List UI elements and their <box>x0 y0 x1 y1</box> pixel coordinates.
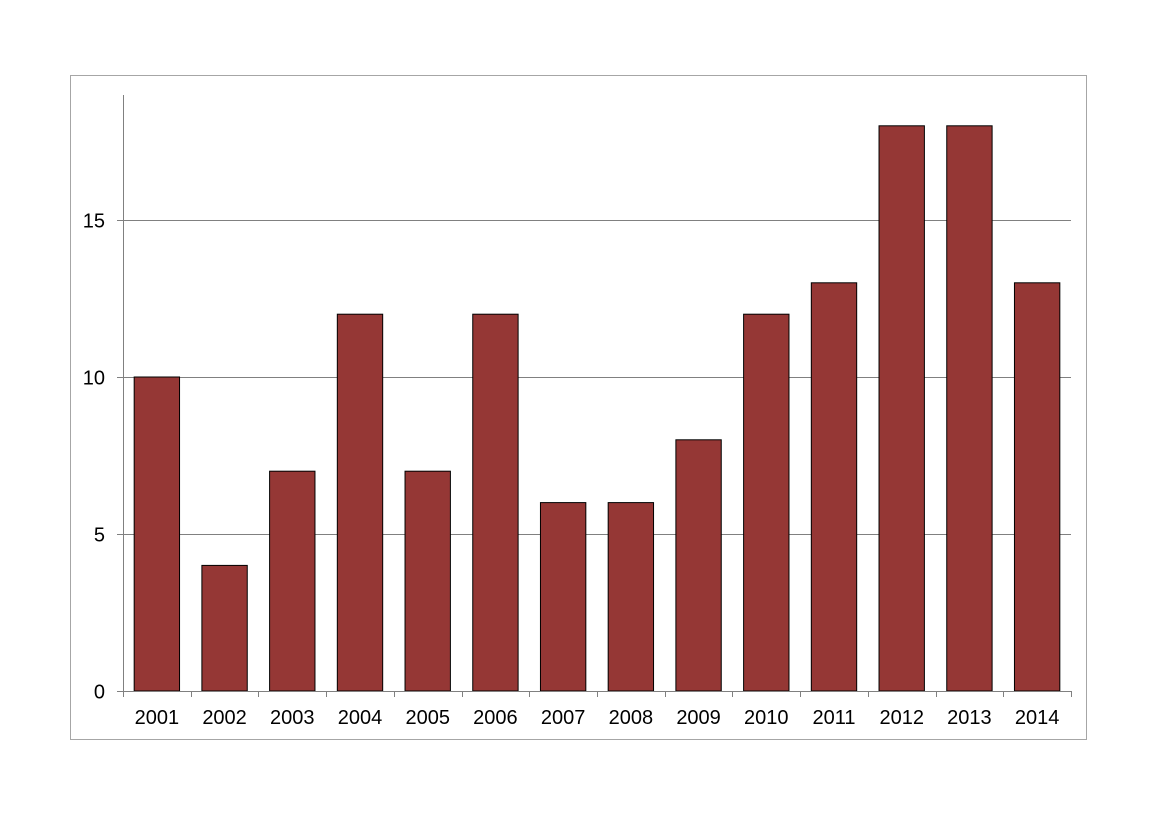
y-tick-label: 15 <box>83 211 105 233</box>
bar-2009 <box>675 439 722 692</box>
x-tick-label: 2014 <box>1015 707 1060 729</box>
bar-2011 <box>810 282 858 692</box>
x-tick-label: 2012 <box>879 707 924 729</box>
x-tick-label: 2006 <box>473 707 518 729</box>
y-tick-label: 10 <box>83 368 105 390</box>
bar-2013 <box>946 125 993 692</box>
bar-2005 <box>404 470 451 692</box>
x-tick-label: 2010 <box>744 707 789 729</box>
bar-2001 <box>133 376 181 692</box>
x-tick-label: 2001 <box>135 707 180 729</box>
x-tick-label: 2011 <box>812 707 855 729</box>
x-tick-label: 2013 <box>947 707 992 729</box>
y-tick-label: 0 <box>94 682 105 704</box>
x-tick-label: 2003 <box>270 707 315 729</box>
x-tick-label: 2004 <box>338 707 383 729</box>
bar-2014 <box>1013 282 1061 692</box>
bar-2010 <box>743 313 790 692</box>
x-tick-label: 2009 <box>676 707 721 729</box>
axes <box>117 95 1072 697</box>
x-tick-label: 2008 <box>609 707 654 729</box>
y-tick-label: 5 <box>94 525 105 547</box>
bar-2007 <box>539 502 587 692</box>
bar-2012 <box>878 125 925 692</box>
bar-2008 <box>607 502 655 692</box>
bars <box>133 125 1061 692</box>
bar-2006 <box>472 313 519 692</box>
y-tick-labels: 0 5 10 15 <box>83 211 105 704</box>
x-tick-label: 2005 <box>405 707 450 729</box>
x-tick-labels: 2001 2002 2003 2004 2005 2006 2007 2008 2009 2010… <box>135 707 1060 729</box>
bar-2002 <box>201 564 248 692</box>
x-tick-label: 2007 <box>541 707 586 729</box>
bar-2004 <box>336 313 384 692</box>
bar-2003 <box>269 470 316 692</box>
x-tick-label: 2002 <box>202 707 247 729</box>
